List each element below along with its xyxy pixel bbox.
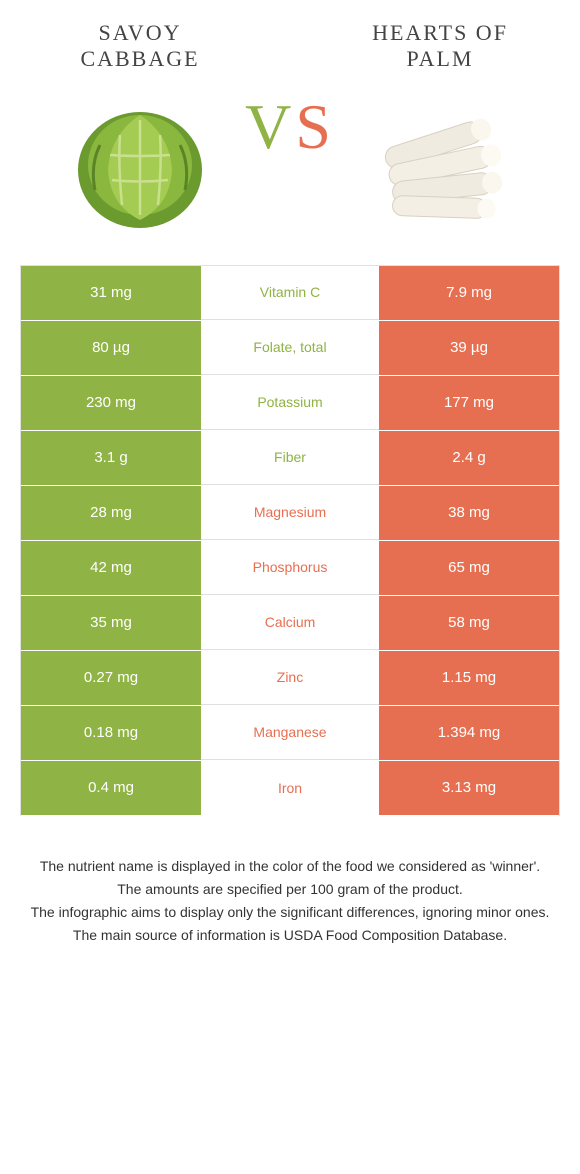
value-right: 38 mg (379, 486, 559, 540)
cabbage-icon (60, 85, 220, 235)
footer-line: The infographic aims to display only the… (30, 902, 550, 923)
value-right: 1.15 mg (379, 651, 559, 705)
value-left: 35 mg (21, 596, 201, 650)
table-row: 35 mgCalcium58 mg (21, 596, 559, 651)
nutrient-table: 31 mgVitamin C7.9 mg80 µgFolate, total39… (20, 265, 560, 816)
table-row: 0.18 mgManganese1.394 mg (21, 706, 559, 761)
comparison-header: SAVOY CABBAGE VS HEARTS OF PALM (0, 0, 580, 245)
food-left-title: SAVOY CABBAGE (40, 20, 240, 73)
value-left: 31 mg (21, 266, 201, 320)
value-right: 2.4 g (379, 431, 559, 485)
nutrient-label: Fiber (201, 431, 379, 485)
value-right: 177 mg (379, 376, 559, 430)
value-right: 1.394 mg (379, 706, 559, 760)
value-right: 58 mg (379, 596, 559, 650)
value-left: 230 mg (21, 376, 201, 430)
table-row: 42 mgPhosphorus65 mg (21, 541, 559, 596)
value-left: 80 µg (21, 321, 201, 375)
food-right-block: HEARTS OF PALM (340, 20, 540, 235)
nutrient-label: Iron (201, 761, 379, 815)
hearts-of-palm-icon (360, 85, 520, 235)
nutrient-label: Potassium (201, 376, 379, 430)
footer-line: The amounts are specified per 100 gram o… (30, 879, 550, 900)
food-left-block: SAVOY CABBAGE (40, 20, 240, 235)
nutrient-label: Zinc (201, 651, 379, 705)
value-left: 0.18 mg (21, 706, 201, 760)
nutrient-label: Magnesium (201, 486, 379, 540)
food-right-title: HEARTS OF PALM (340, 20, 540, 73)
value-right: 39 µg (379, 321, 559, 375)
value-left: 42 mg (21, 541, 201, 595)
value-right: 3.13 mg (379, 761, 559, 815)
value-right: 7.9 mg (379, 266, 559, 320)
footer-line: The nutrient name is displayed in the co… (30, 856, 550, 877)
nutrient-label: Phosphorus (201, 541, 379, 595)
table-row: 31 mgVitamin C7.9 mg (21, 266, 559, 321)
nutrient-label: Manganese (201, 706, 379, 760)
table-row: 80 µgFolate, total39 µg (21, 321, 559, 376)
nutrient-label: Folate, total (201, 321, 379, 375)
table-row: 0.27 mgZinc1.15 mg (21, 651, 559, 706)
footer-line: The main source of information is USDA F… (30, 925, 550, 946)
nutrient-label: Calcium (201, 596, 379, 650)
vs-v: V (245, 91, 295, 162)
footer-notes: The nutrient name is displayed in the co… (0, 816, 580, 946)
value-right: 65 mg (379, 541, 559, 595)
table-row: 0.4 mgIron3.13 mg (21, 761, 559, 816)
nutrient-label: Vitamin C (201, 266, 379, 320)
value-left: 28 mg (21, 486, 201, 540)
table-row: 230 mgPotassium177 mg (21, 376, 559, 431)
table-row: 28 mgMagnesium38 mg (21, 486, 559, 541)
vs-s: S (295, 91, 335, 162)
value-left: 3.1 g (21, 431, 201, 485)
vs-label: VS (245, 90, 335, 164)
value-left: 0.4 mg (21, 761, 201, 815)
value-left: 0.27 mg (21, 651, 201, 705)
table-row: 3.1 gFiber2.4 g (21, 431, 559, 486)
